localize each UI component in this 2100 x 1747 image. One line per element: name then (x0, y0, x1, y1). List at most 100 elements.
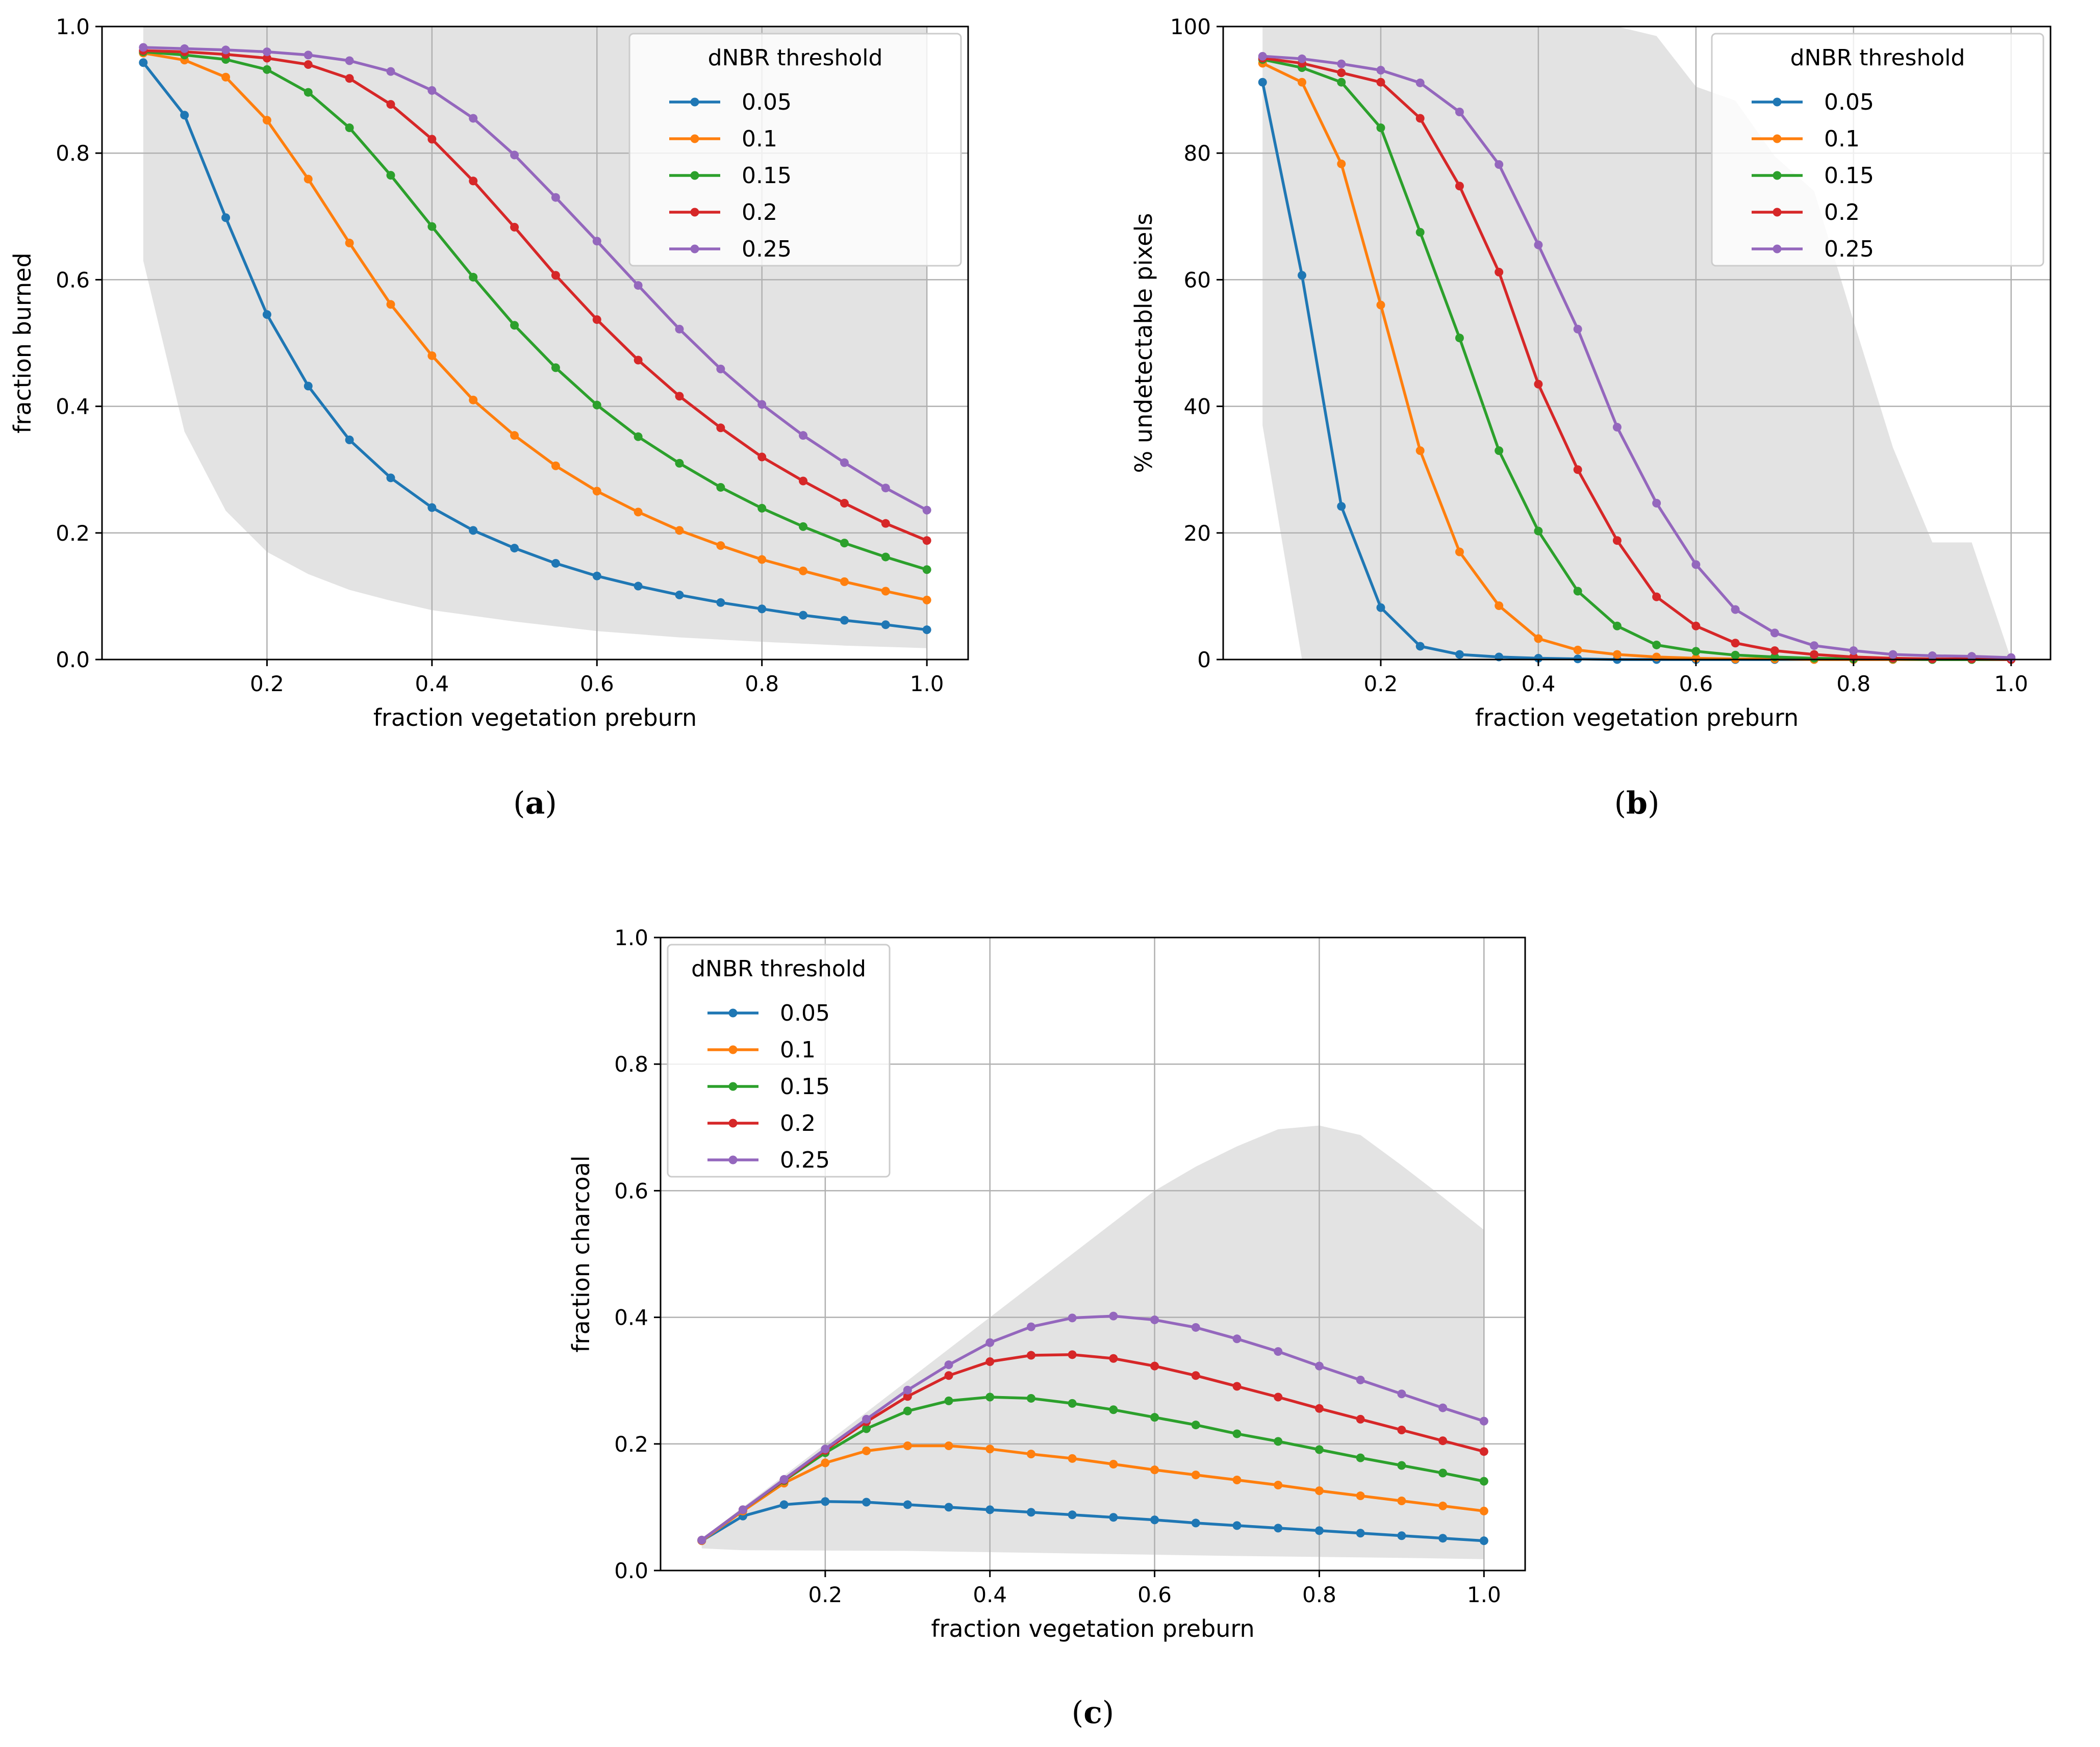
panel-b-series-0.25-point-14 (1810, 641, 1819, 650)
panel-c-series-0.1-point-3 (821, 1458, 830, 1467)
panel-c-series-0.25-point-18 (1438, 1403, 1448, 1412)
panel-a-series-0.2-point-11 (592, 315, 601, 324)
panel-c-series-0.05-point-17 (1397, 1531, 1406, 1540)
panel-c-series-0.1-point-11 (1150, 1465, 1159, 1475)
panel-c-axes-frame (660, 936, 1526, 1572)
panel-a-series-0.05-point-2 (221, 213, 231, 222)
panel-c-series-0.2-point-9 (1068, 1350, 1077, 1359)
panel-c-series-0.15-point-9 (1068, 1399, 1077, 1408)
panel-c-series-0.1-point-9 (1068, 1454, 1077, 1463)
panel-c-band-area (701, 1125, 1484, 1559)
panel-a-series-0.05-point-12 (634, 581, 643, 591)
panel-c-y-tick-label-3: 0.6 (614, 1178, 648, 1203)
panel-a-legend-title: dNBR threshold (708, 45, 883, 71)
panel-a-legend-label-0.2: 0.2 (742, 199, 777, 225)
panel-a-series-0.15-point-10 (551, 363, 560, 372)
panel-a-series-0.2-point-10 (551, 271, 560, 280)
panel-b-band-area (1262, 27, 2011, 660)
panel-c-series-0.1-point-16 (1356, 1491, 1365, 1501)
panel-b-series-0.2-point-5 (1455, 182, 1464, 191)
panel-a-series-0.25-point-14 (716, 364, 725, 373)
panel-a-series-0.15-point-19 (922, 565, 931, 574)
panel-b-series-0.1-point-6 (1495, 601, 1504, 611)
panel-a-series-0.15-point-7 (427, 222, 437, 231)
panel-a-legend-label-0.25: 0.25 (742, 236, 792, 262)
panel-c-series-0.25-point-12 (1191, 1323, 1200, 1332)
panel-b-axes-frame (1222, 26, 2052, 661)
panel-a-x-ticks: 0.2 0.4 0.6 0.8 1.0 (250, 660, 944, 696)
panel-a-caption-letter: a (525, 786, 545, 821)
panel-c-series-0.25-point-8 (1026, 1322, 1035, 1331)
panel-c-series-0.15-point-5 (903, 1406, 912, 1415)
panel-c-series-0.05-point-16 (1356, 1529, 1365, 1538)
panel-c-series-0.05-point-8 (1026, 1508, 1035, 1517)
panel-c-series-0.1-point-12 (1191, 1471, 1200, 1480)
panel-b-y-tick-label-4: 80 (1184, 141, 1211, 166)
panel-a-series-0.25-point-11 (592, 237, 601, 246)
panel-c-series-0.15-point-19 (1479, 1477, 1488, 1486)
panel-c-series-0.1-point-13 (1232, 1476, 1242, 1485)
panel-b-x-tick-label-3: 0.8 (1836, 671, 1870, 696)
panel-a-series-0.25-point-13 (675, 324, 684, 334)
panel-a-series-0.1-point-17 (840, 577, 849, 586)
panel-c-y-tick-label-5: 1.0 (614, 925, 648, 950)
panel-a-legend-marker-0.1 (690, 134, 699, 143)
panel-a-series-0.25-point-10 (551, 193, 560, 202)
panel-a-series-0.25-point-9 (510, 150, 519, 160)
panel-c-series-0.05-point-9 (1068, 1510, 1077, 1520)
panel-a-x-tick-label-4: 1.0 (910, 671, 944, 696)
panel-c-legend: dNBR threshold 0.05 0.1 0.15 0.2 0.25 (667, 944, 891, 1178)
panel-b-legend: dNBR threshold 0.05 0.1 0.15 0.2 0.25 (1711, 33, 2044, 267)
panel-c-series-0.1-point-5 (903, 1441, 912, 1451)
panel-b-series-0.1-point-3 (1376, 300, 1385, 310)
panel-a-series-0.05-point-8 (469, 526, 478, 535)
panel-a-series-0.05-point-14 (716, 598, 725, 607)
panel-b-series-0.2-point-11 (1691, 621, 1701, 630)
panel-b-y-tick-label-3: 60 (1184, 267, 1211, 292)
panel-b-caption: (b) (1614, 786, 1660, 821)
panel-b-legend-marker-0.15 (1773, 171, 1782, 180)
panel-a-series-0.1-point-7 (427, 351, 437, 360)
panel-a-series-0.05-point-17 (840, 616, 849, 625)
panel-b-series-0.05-point-1 (1297, 271, 1306, 280)
panel-c-series-0.05-point-7 (985, 1505, 995, 1514)
panel-b-series-0.2-point-6 (1495, 268, 1504, 277)
panel-c-series-0.1-point-7 (985, 1445, 995, 1454)
panel-c-series-0.25-point-9 (1068, 1313, 1077, 1323)
panel-a-series-0.15-point-13 (675, 459, 684, 468)
panel-a-series-0.05-point-0 (139, 58, 148, 67)
panel-b-legend-marker-0.2 (1773, 208, 1782, 217)
panel-a-legend-label-0.1: 0.1 (742, 126, 777, 152)
panel-c-series-0.05-point-18 (1438, 1534, 1448, 1543)
panel-c-legend-label-0.05: 0.05 (780, 1000, 830, 1026)
panel-b-legend-title: dNBR threshold (1790, 45, 1965, 71)
panel-c-legend-entries: 0.05 0.1 0.15 0.2 0.25 (707, 1000, 830, 1173)
panel-b-series-0.25-point-5 (1455, 108, 1464, 117)
panel-a-x-tick-label-0: 0.2 (250, 671, 284, 696)
panel-c-legend-marker-0.2 (728, 1119, 738, 1128)
panel-b-y-tick-label-5: 100 (1170, 14, 1211, 39)
panel-a-series-0.25-point-5 (345, 56, 354, 65)
panel-a-legend-marker-0.25 (690, 244, 699, 254)
panel-a-series-0.1-point-11 (592, 487, 601, 496)
panel-a-y-axis-label: fraction burned (9, 252, 36, 433)
panel-c-series-0.25-point-5 (903, 1385, 912, 1395)
panel-a-series-0.25-point-19 (922, 505, 931, 515)
panel-a-y-ticks: 0.0 0.2 0.4 0.6 0.8 1.0 (56, 14, 102, 672)
panel-b-series-0.15-point-9 (1612, 621, 1622, 630)
panel-c-series-0.05-point-2 (779, 1500, 789, 1509)
panel-a-series-0.05-point-18 (881, 620, 890, 629)
panel-c-series-0.05-point-4 (862, 1498, 871, 1507)
panel-a-series-0.1-point-6 (386, 300, 395, 309)
panel-a-series-0.05-point-15 (757, 604, 767, 614)
panel-a-series-0.1-point-14 (716, 541, 725, 550)
panel-a-series-0.15-point-9 (510, 321, 519, 330)
panel-c-series-0.25-point-6 (944, 1360, 953, 1370)
panel-a-series-0.05-point-19 (922, 625, 931, 635)
panel-a-series-0.25-point-2 (221, 45, 231, 55)
panel-b-series-0.2-point-13 (1770, 646, 1779, 655)
panel-c-series-0.15-point-10 (1109, 1405, 1118, 1414)
panel-c-series-0.2-point-6 (944, 1371, 953, 1380)
panel-b-series-0.15-point-3 (1376, 123, 1385, 133)
panel-c-x-tick-label-2: 0.6 (1137, 1582, 1172, 1607)
